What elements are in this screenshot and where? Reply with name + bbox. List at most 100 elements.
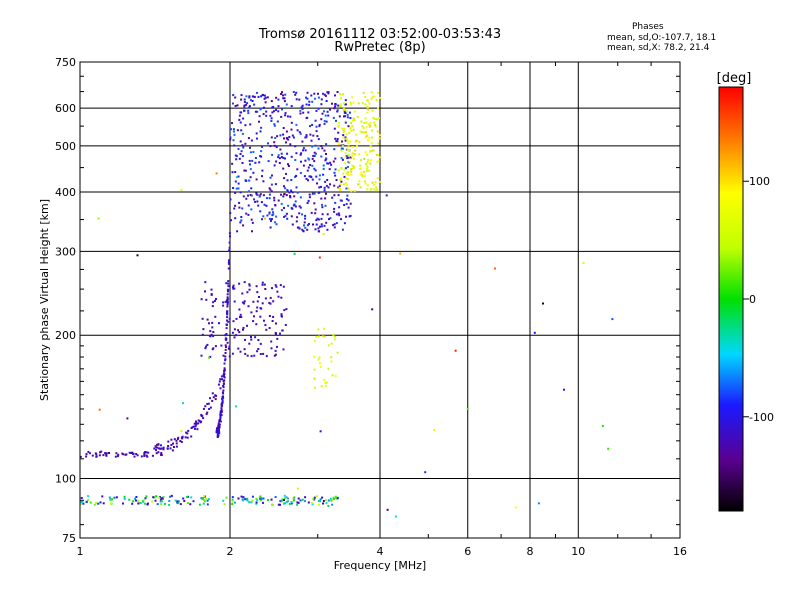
- data-point: [327, 367, 330, 370]
- data-point: [315, 130, 318, 133]
- data-point: [232, 102, 234, 105]
- data-point: [272, 300, 275, 303]
- data-point: [282, 94, 284, 97]
- data-point: [185, 431, 188, 434]
- data-point: [280, 156, 283, 159]
- data-point: [257, 339, 260, 341]
- data-point: [176, 501, 179, 504]
- data-point: [218, 430, 221, 433]
- data-point: [306, 169, 309, 172]
- data-point: [218, 423, 221, 426]
- data-point: [394, 515, 397, 518]
- data-point: [327, 504, 330, 507]
- data-point: [264, 288, 267, 290]
- data-point: [194, 427, 196, 430]
- data-point: [156, 443, 159, 446]
- data-point: [240, 98, 243, 101]
- data-point: [227, 280, 230, 283]
- data-point: [310, 211, 313, 214]
- data-point: [283, 499, 285, 501]
- data-point: [378, 117, 380, 120]
- data-point: [347, 206, 350, 209]
- data-point: [215, 394, 218, 397]
- data-point: [323, 327, 325, 330]
- data-point: [611, 318, 614, 321]
- data-point: [233, 328, 236, 331]
- data-point: [318, 123, 321, 126]
- colorbar-label: [deg]: [717, 71, 752, 86]
- data-point: [338, 187, 341, 190]
- data-point: [324, 382, 327, 384]
- data-point: [386, 508, 389, 511]
- data-point: [182, 497, 185, 500]
- data-point: [102, 454, 105, 457]
- data-point: [180, 430, 183, 433]
- data-point: [607, 447, 610, 450]
- data-point: [105, 452, 108, 455]
- data-point: [357, 183, 360, 186]
- data-point: [349, 140, 352, 143]
- data-point: [248, 283, 251, 286]
- data-point: [234, 501, 236, 504]
- data-point: [230, 128, 232, 131]
- data-point: [105, 453, 108, 456]
- data-point: [366, 165, 369, 168]
- data-point: [315, 219, 318, 222]
- data-point: [375, 188, 378, 191]
- data-point: [351, 146, 354, 148]
- data-point: [227, 347, 230, 350]
- data-point: [224, 348, 227, 351]
- data-point: [186, 432, 189, 435]
- data-point: [533, 331, 536, 334]
- data-point: [277, 156, 280, 159]
- data-point: [219, 410, 222, 413]
- data-point: [346, 138, 349, 141]
- data-point: [310, 139, 313, 142]
- data-point: [283, 137, 285, 140]
- data-point: [285, 141, 287, 144]
- data-point: [302, 230, 305, 232]
- data-point: [349, 117, 352, 119]
- data-point: [152, 496, 155, 499]
- data-point: [315, 109, 318, 112]
- data-point: [109, 498, 112, 501]
- data-point: [369, 162, 372, 165]
- data-point: [250, 99, 252, 102]
- data-point: [315, 175, 318, 178]
- data-point: [239, 313, 242, 316]
- data-point: [224, 334, 227, 337]
- data-point: [262, 215, 265, 218]
- data-point: [174, 499, 177, 502]
- data-point: [225, 299, 228, 302]
- data-point: [364, 136, 367, 139]
- data-point: [248, 95, 251, 98]
- data-point: [307, 501, 310, 504]
- data-point: [280, 152, 283, 155]
- data-point: [326, 228, 329, 231]
- data-point: [207, 498, 210, 501]
- data-point: [361, 102, 364, 105]
- data-point: [289, 115, 292, 118]
- data-point: [211, 392, 214, 395]
- data-point: [375, 186, 377, 189]
- data-point: [202, 328, 205, 331]
- data-point: [229, 136, 232, 139]
- data-point: [182, 402, 184, 405]
- data-point: [340, 168, 343, 170]
- data-point: [339, 93, 342, 96]
- phases-heading: Phases: [632, 22, 664, 32]
- data-point: [234, 105, 237, 107]
- data-point: [136, 254, 139, 257]
- data-point: [132, 500, 135, 503]
- data-point: [282, 97, 285, 100]
- data-point: [228, 355, 231, 358]
- data-point: [87, 495, 90, 498]
- data-point: [256, 91, 258, 94]
- data-point: [244, 169, 247, 172]
- data-point: [340, 144, 343, 147]
- data-point: [212, 301, 215, 304]
- data-point: [241, 144, 244, 147]
- data-point: [236, 230, 239, 233]
- data-point: [234, 191, 237, 194]
- data-point: [333, 127, 336, 130]
